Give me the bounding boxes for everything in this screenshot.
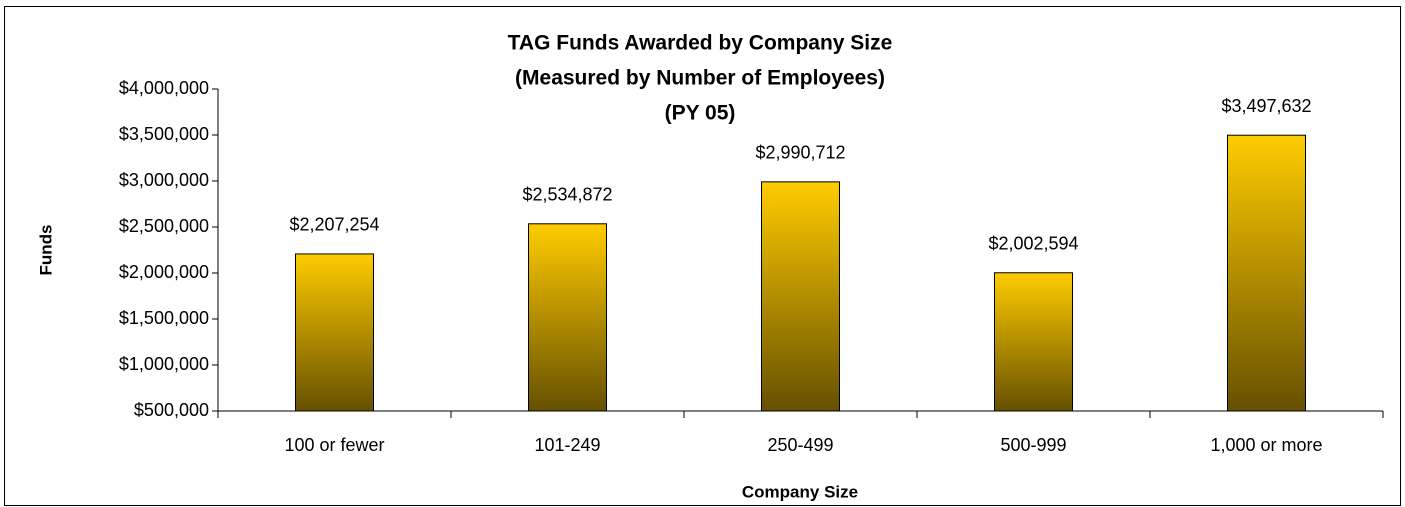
x-tick-label: 1,000 or more bbox=[1210, 435, 1322, 455]
y-axis-title: Funds bbox=[36, 225, 55, 276]
value-label: $3,497,632 bbox=[1221, 96, 1311, 116]
chart-title: (PY 05) bbox=[665, 102, 736, 125]
bar bbox=[761, 181, 840, 412]
y-tick-label: $1,500,000 bbox=[119, 308, 209, 328]
x-axis-title: Company Size bbox=[742, 482, 858, 501]
value-label: $2,534,872 bbox=[522, 185, 612, 205]
value-label: $2,990,712 bbox=[755, 143, 845, 163]
bar bbox=[1227, 134, 1306, 412]
x-tick-label: 250-499 bbox=[767, 435, 833, 455]
y-tick-label: $3,000,000 bbox=[119, 170, 209, 190]
x-tick-label: 101-249 bbox=[534, 435, 600, 455]
bar bbox=[295, 253, 374, 412]
y-tick-label: $4,000,000 bbox=[119, 78, 209, 98]
y-tick-label: $500,000 bbox=[134, 400, 209, 420]
x-tick-label: 500-999 bbox=[1000, 435, 1066, 455]
bar bbox=[994, 272, 1073, 412]
y-tick-label: $2,000,000 bbox=[119, 262, 209, 282]
value-label: $2,002,594 bbox=[988, 234, 1078, 254]
y-tick-label: $3,500,000 bbox=[119, 124, 209, 144]
chart-border bbox=[4, 6, 1401, 506]
value-label: $2,207,254 bbox=[289, 215, 379, 235]
bar bbox=[528, 223, 607, 412]
chart-title: TAG Funds Awarded by Company Size bbox=[508, 32, 893, 55]
y-tick-label: $1,000,000 bbox=[119, 354, 209, 374]
x-tick-label: 100 or fewer bbox=[284, 435, 384, 455]
y-tick-label: $2,500,000 bbox=[119, 216, 209, 236]
chart-title: (Measured by Number of Employees) bbox=[515, 67, 885, 90]
